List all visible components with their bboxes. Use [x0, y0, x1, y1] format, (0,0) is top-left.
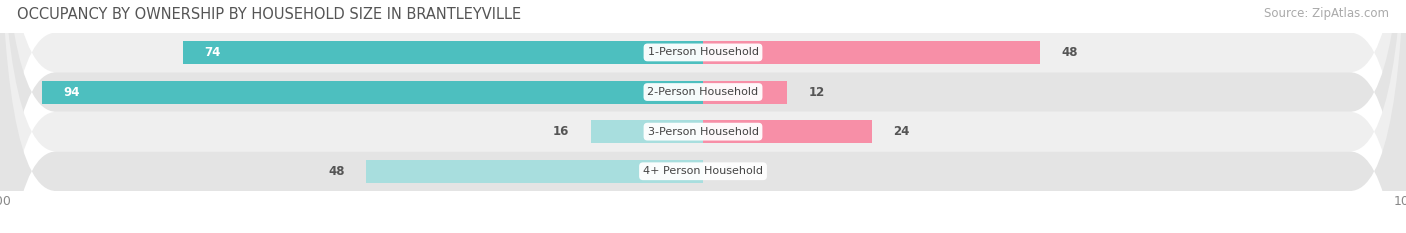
Text: 3-Person Household: 3-Person Household: [648, 127, 758, 137]
Text: 94: 94: [63, 86, 80, 99]
Text: 16: 16: [553, 125, 569, 138]
Bar: [366, 160, 703, 183]
Text: Source: ZipAtlas.com: Source: ZipAtlas.com: [1264, 7, 1389, 20]
Text: 0: 0: [724, 165, 733, 178]
Text: 48: 48: [1062, 46, 1078, 59]
Bar: [183, 41, 703, 64]
Text: 2-Person Household: 2-Person Household: [647, 87, 759, 97]
Bar: [703, 120, 872, 143]
Text: 4+ Person Household: 4+ Person Household: [643, 166, 763, 176]
Bar: [703, 41, 1040, 64]
Text: OCCUPANCY BY OWNERSHIP BY HOUSEHOLD SIZE IN BRANTLEYVILLE: OCCUPANCY BY OWNERSHIP BY HOUSEHOLD SIZE…: [17, 7, 522, 22]
Text: 24: 24: [893, 125, 910, 138]
Text: 12: 12: [808, 86, 825, 99]
Text: 48: 48: [328, 165, 344, 178]
Bar: [591, 120, 703, 143]
Bar: [703, 81, 787, 103]
Text: 1-Person Household: 1-Person Household: [648, 48, 758, 57]
Bar: [42, 81, 703, 103]
Text: 74: 74: [204, 46, 221, 59]
